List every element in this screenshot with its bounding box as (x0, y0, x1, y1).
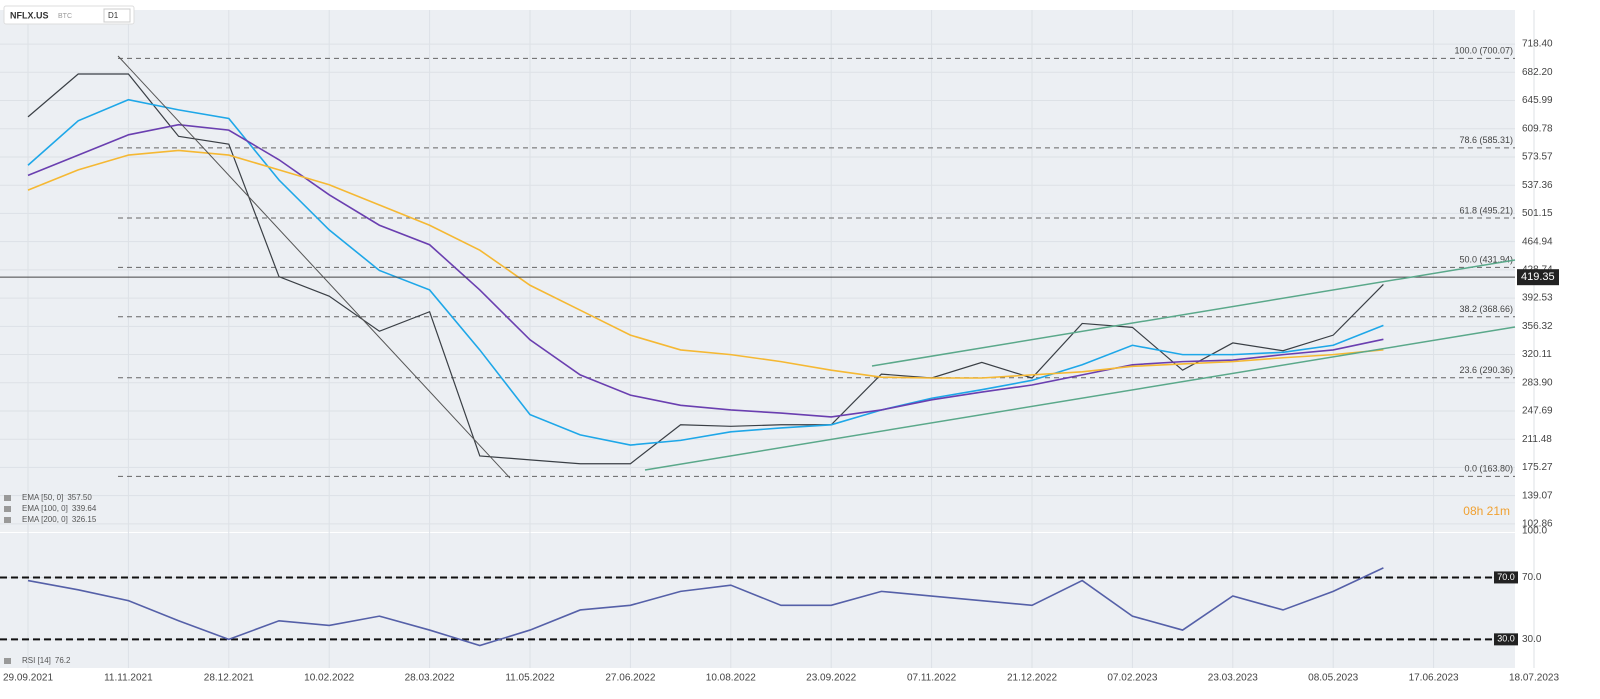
x-tick-label: 21.12.2022 (1007, 673, 1057, 684)
series-line (27, 98, 1384, 446)
trend-line (117, 55, 511, 479)
legend-swatch (4, 495, 11, 501)
x-tick-label: 10.08.2022 (706, 673, 756, 684)
rsi-level-box (1494, 633, 1518, 646)
x-tick-label: 11.05.2022 (505, 673, 555, 684)
x-tick-label: 29.09.2021 (3, 673, 53, 684)
timer: 08h 21m (1463, 504, 1510, 518)
legend-swatch (4, 658, 11, 664)
fib-label: 38.2 (368.66) (1459, 304, 1513, 314)
y-tick-label: 609.78 (1522, 123, 1553, 134)
series-line (27, 567, 1384, 647)
y-tick-label: 645.99 (1522, 95, 1553, 106)
y-tick-label: 30.0 (1522, 634, 1542, 645)
fib-label: 50.0 (431.94) (1459, 255, 1513, 265)
rsi-level-label: 30.0 (1497, 634, 1515, 644)
x-tick-label: 18.07.2023 (1509, 673, 1559, 684)
channel-upper (871, 259, 1516, 367)
x-tick-label: 07.02.2023 (1107, 673, 1157, 684)
x-tick-label: 23.03.2023 (1208, 673, 1258, 684)
y-tick-label: 501.15 (1522, 208, 1553, 219)
symbol: NFLX.US (10, 10, 49, 20)
x-tick-label: 23.09.2022 (806, 673, 856, 684)
y-tick-label: 247.69 (1522, 406, 1553, 417)
legend-swatch (4, 506, 11, 512)
y-tick-label: 464.94 (1522, 236, 1553, 247)
legend-name: EMA [50, 0] (22, 493, 63, 502)
x-tick-label: 17.06.2023 (1409, 673, 1459, 684)
y-tick-label: 392.53 (1522, 293, 1553, 304)
x-tick-label: 07.11.2022 (907, 673, 957, 684)
series-line (27, 149, 1384, 379)
symbol-box[interactable] (3, 5, 135, 25)
x-tick-label: 28.12.2021 (204, 673, 254, 684)
series-line (27, 123, 1384, 418)
legend-value: 339.64 (72, 504, 97, 513)
y-tick-label: 139.07 (1522, 490, 1553, 501)
last-price-box (1517, 269, 1559, 286)
x-tick-label: 28.03.2022 (405, 673, 455, 684)
x-tick-label: 11.11.2021 (104, 673, 153, 684)
last-price-label: 419.35 (1521, 271, 1555, 283)
fib-label: 23.6 (290.36) (1459, 365, 1513, 375)
fib-label: 0.0 (163.80) (1464, 464, 1513, 474)
y-tick-label: 102.86 (1522, 519, 1553, 530)
fib-label: 78.6 (585.31) (1459, 135, 1513, 145)
y-tick-label: 70.0 (1522, 572, 1542, 583)
x-tick-label: 10.02.2022 (304, 673, 354, 684)
channel-lower (644, 326, 1516, 471)
y-tick-label: 100.0 (1522, 526, 1547, 537)
legend-name: RSI [14] (22, 656, 51, 665)
plot: 29.09.2021 11.11.2021 28.12.2021 10.02.2022… (0, 10, 1559, 684)
legend-value: 326.15 (72, 515, 97, 524)
legend-name: EMA [100, 0] (22, 504, 68, 513)
y-tick-label: 283.90 (1522, 377, 1553, 388)
legend-name: EMA [200, 0] (22, 515, 68, 524)
x-tick-label: 08.05.2023 (1308, 673, 1358, 684)
fib-label: 61.8 (495.21) (1459, 205, 1513, 215)
y-tick-label: 356.32 (1522, 321, 1553, 332)
rsi-level-box (1494, 571, 1518, 584)
y-tick-label: 537.36 (1522, 180, 1553, 191)
y-tick-label: 211.48 (1522, 434, 1552, 445)
currency: BTC (58, 13, 72, 20)
series-line (27, 73, 1384, 465)
legend-swatch (4, 517, 11, 523)
interval: D1 (108, 11, 119, 20)
y-tick-label: 320.11 (1522, 349, 1552, 360)
y-tick-label: 718.40 (1522, 39, 1553, 50)
y-tick-label: 175.27 (1522, 462, 1553, 473)
rsi-panel (0, 533, 1515, 668)
rsi-level-label: 70.0 (1497, 572, 1515, 582)
legend-value: 76.2 (55, 656, 71, 665)
y-tick-label: 573.57 (1522, 152, 1553, 163)
x-tick-label: 27.06.2022 (605, 673, 655, 684)
y-tick-label: 682.20 (1522, 67, 1553, 78)
interval-box[interactable] (103, 8, 131, 23)
fib-label: 100.0 (700.07) (1454, 46, 1513, 56)
legend-value: 357.50 (67, 493, 92, 502)
